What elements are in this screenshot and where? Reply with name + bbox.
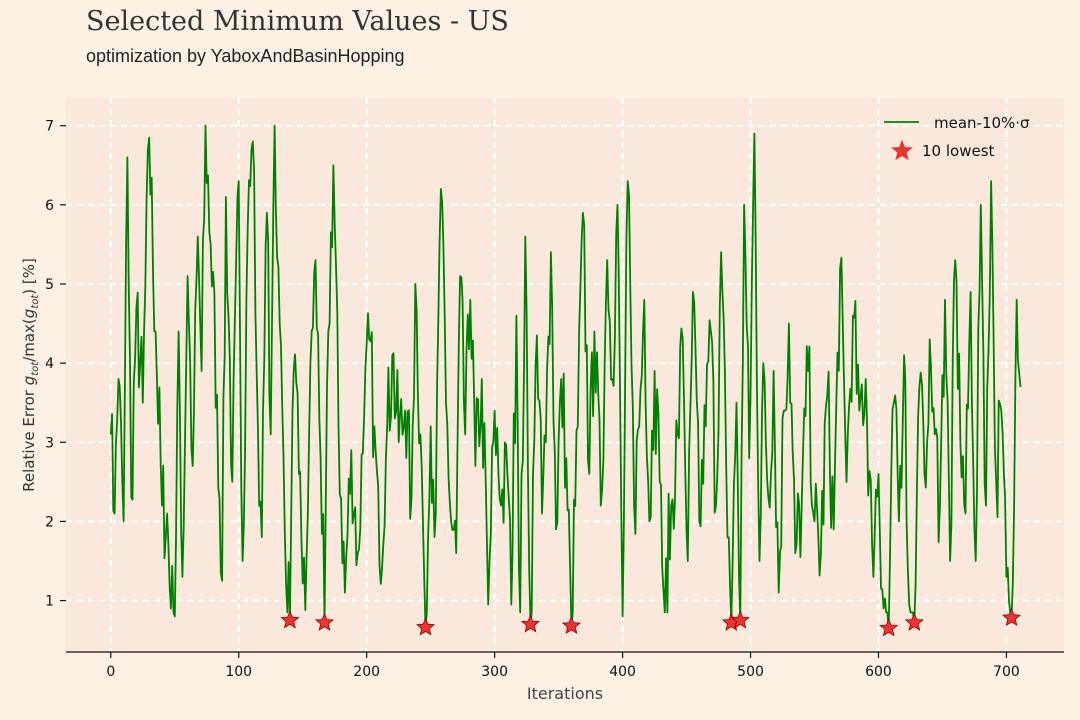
plot-area bbox=[66, 98, 1064, 652]
series-line-mean bbox=[109, 124, 1022, 630]
y-axis-label: Relative Error gtot/max(gtot) [%] bbox=[20, 258, 41, 492]
legend-star-swatch bbox=[891, 139, 913, 161]
chart-subtitle: optimization by YaboxAndBasinHopping bbox=[86, 46, 405, 66]
y-axis-ticks: 1 2 3 4 5 6 7 bbox=[45, 119, 66, 610]
gridlines bbox=[66, 98, 1064, 652]
x-tick-label: 200 bbox=[353, 664, 380, 680]
y-tick-label: 1 bbox=[45, 594, 54, 610]
lowest-point-marker bbox=[879, 618, 899, 637]
x-tick-label: 300 bbox=[481, 664, 508, 680]
lowest-point-marker bbox=[1002, 607, 1022, 627]
x-tick-label: 0 bbox=[106, 664, 115, 680]
lowest-point-marker bbox=[416, 617, 436, 636]
y-tick-label: 3 bbox=[45, 435, 54, 451]
lowest-point-marker bbox=[904, 612, 924, 631]
x-tick-label: 500 bbox=[737, 664, 764, 680]
y-tick-label: 7 bbox=[45, 119, 54, 135]
x-axis-label: Iterations bbox=[527, 684, 603, 703]
lowest-point-marker bbox=[561, 615, 582, 635]
lowest-point-marker bbox=[314, 612, 334, 631]
x-tick-label: 700 bbox=[993, 664, 1020, 680]
lowest-point-marker bbox=[520, 614, 541, 633]
legend: mean-10%·σ 10 lowest bbox=[884, 114, 1030, 161]
legend-label-mean: mean-10%·σ bbox=[934, 114, 1030, 132]
legend-label-lowest: 10 lowest bbox=[922, 142, 995, 160]
x-tick-label: 100 bbox=[225, 664, 252, 680]
lowest-point-marker bbox=[730, 610, 750, 629]
lowest-markers bbox=[280, 607, 1022, 637]
chart-title: Selected Minimum Values - US bbox=[86, 6, 509, 37]
y-tick-label: 6 bbox=[45, 198, 54, 214]
x-tick-label: 600 bbox=[865, 664, 892, 680]
y-tick-label: 5 bbox=[45, 277, 54, 293]
lowest-point-marker bbox=[280, 610, 300, 629]
x-axis-ticks: 0 100 200 300 400 500 600 700 bbox=[106, 652, 1020, 680]
y-tick-label: 4 bbox=[45, 356, 54, 372]
x-tick-label: 400 bbox=[609, 664, 636, 680]
y-tick-label: 2 bbox=[45, 514, 54, 530]
